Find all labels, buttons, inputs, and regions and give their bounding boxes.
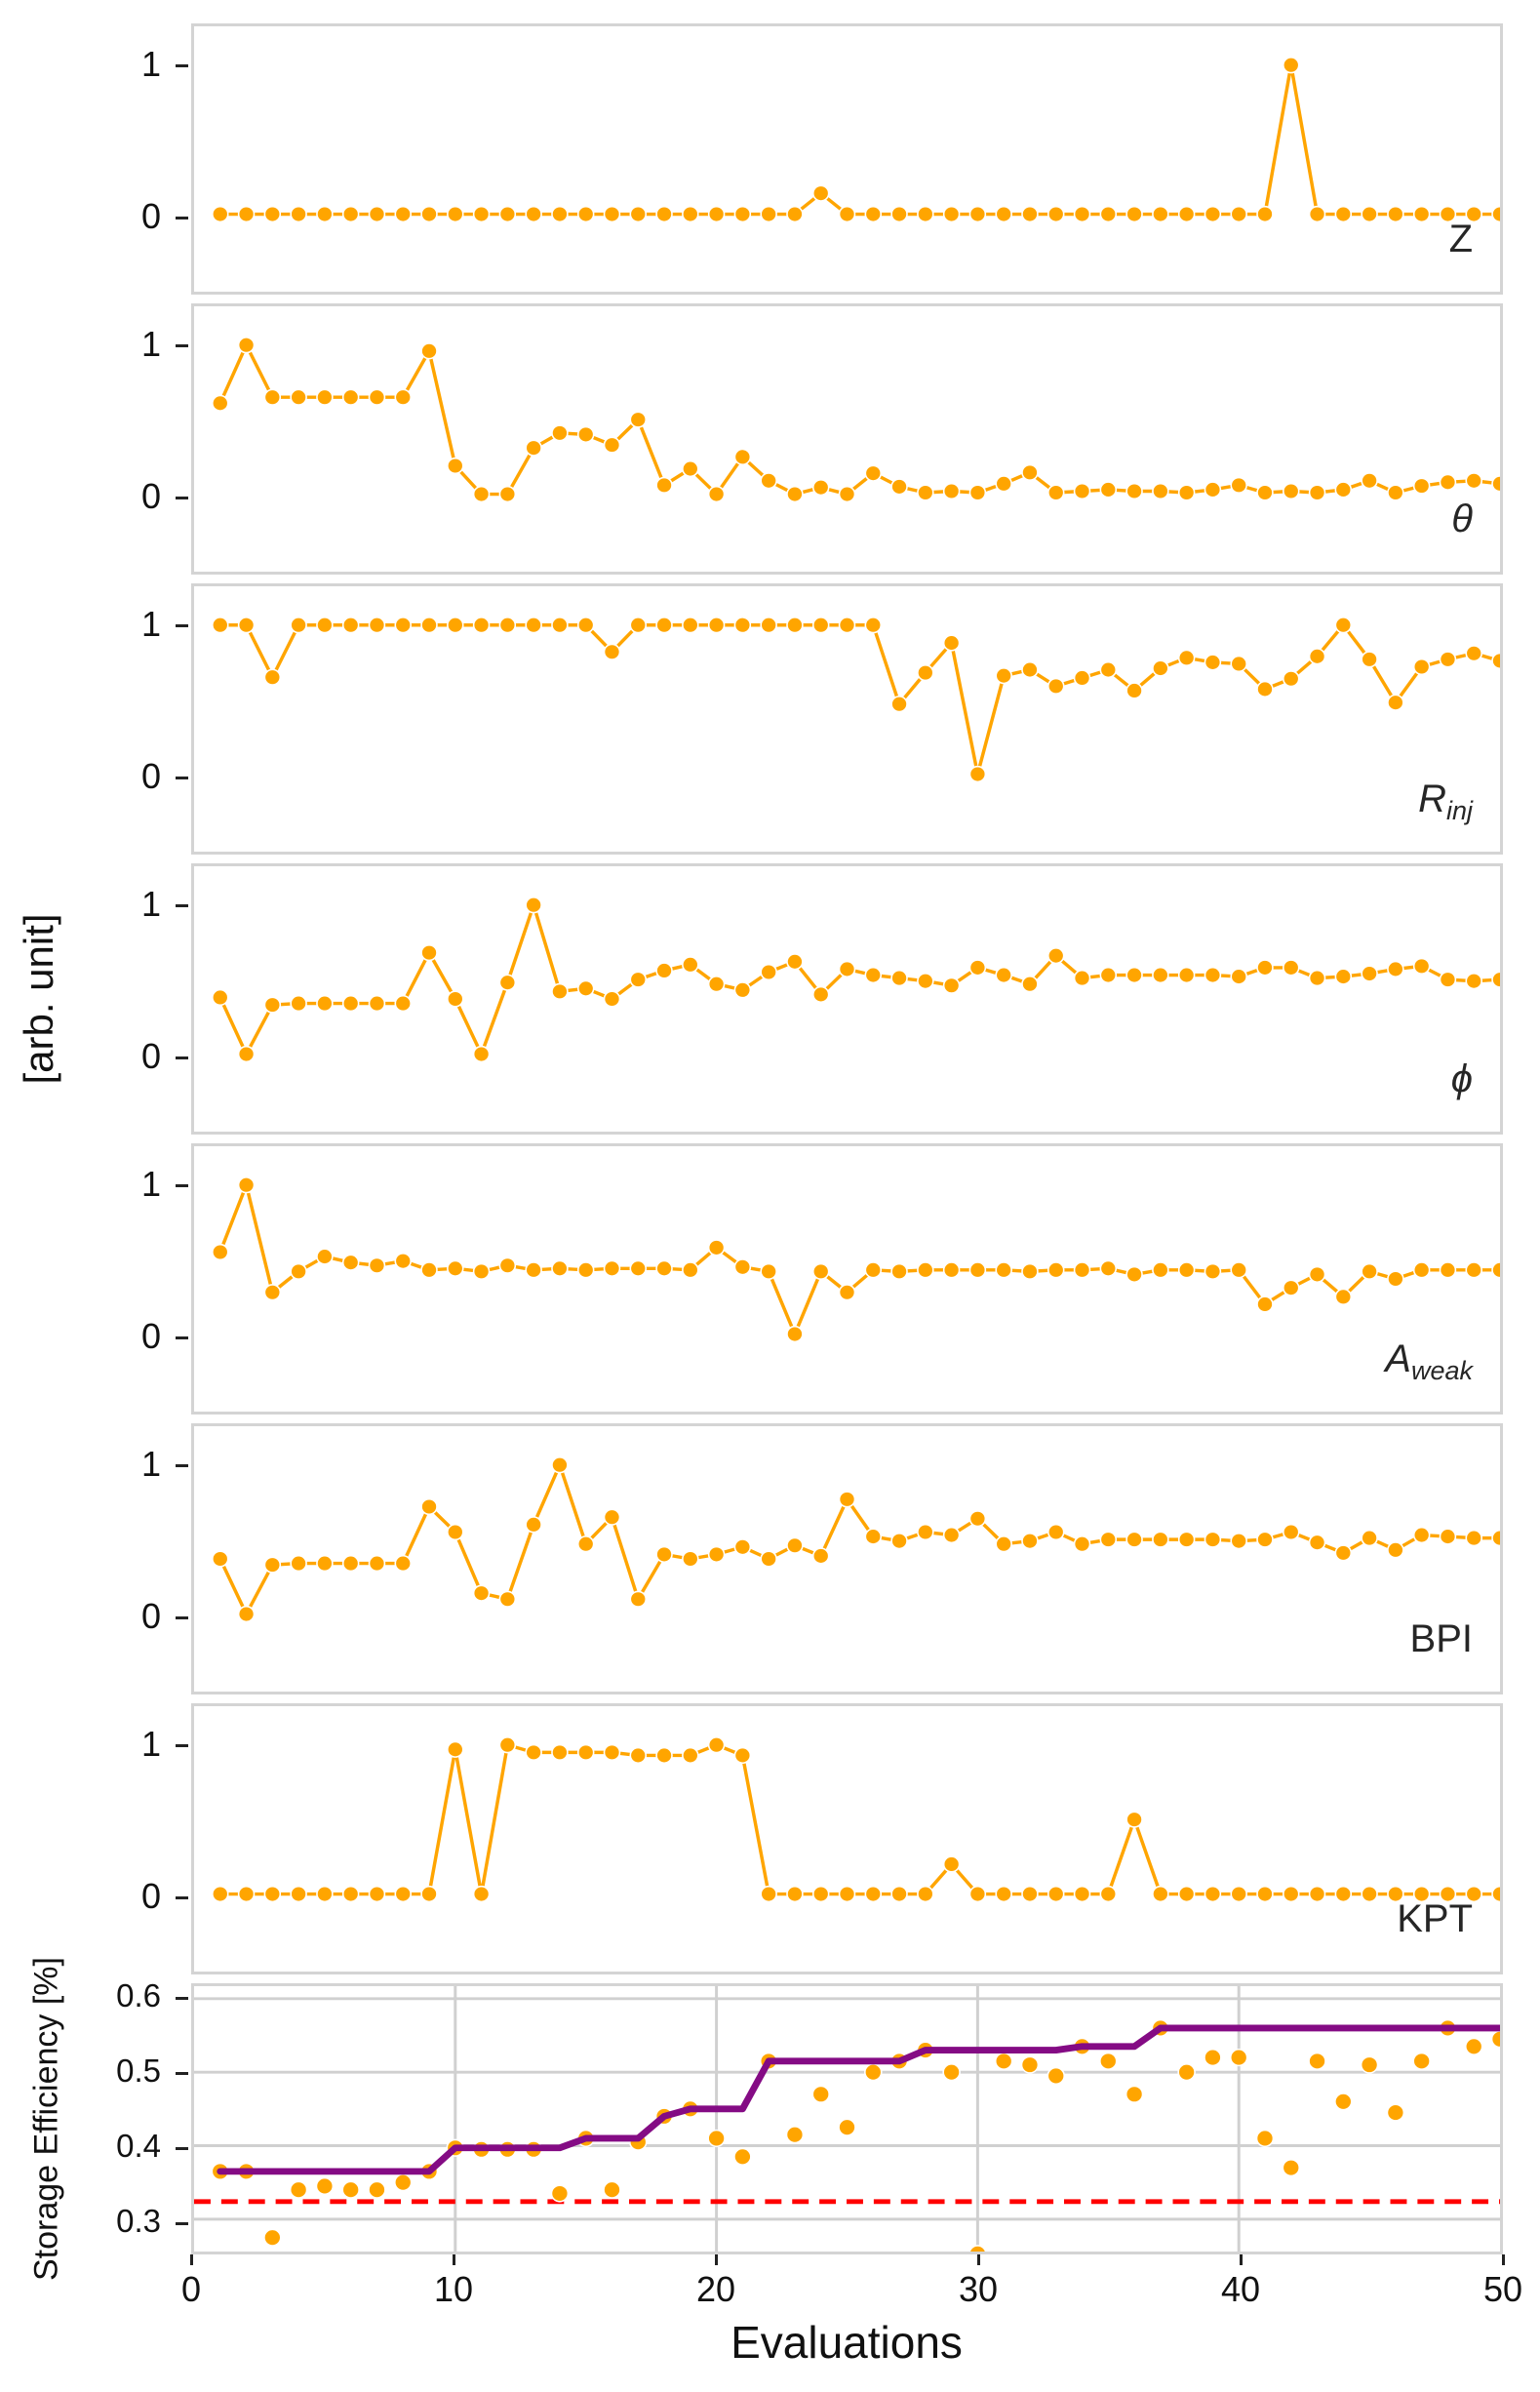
y-tick-label: 1	[140, 1443, 161, 1484]
y-tick-label: 0.4	[116, 2128, 161, 2165]
shared-y-axis-label: [arb. unit]	[16, 913, 61, 1085]
panel-phi: 1 0 ϕ	[141, 863, 1503, 1135]
y-tick-label: 1	[140, 603, 161, 644]
chart-Z	[212, 57, 1500, 223]
y-tick-mark	[176, 216, 188, 219]
panel-label-Aweak: Aweak	[1385, 1337, 1473, 1385]
x-tick-mark	[453, 2254, 455, 2265]
x-tick-label: 0	[180, 2269, 202, 2309]
y-tick-mark	[176, 776, 188, 779]
x-tick-label: 40	[1220, 2269, 1261, 2309]
panel-storage_efficiency: 0.6 0.5 0.4 0.3	[116, 1979, 1503, 2254]
y-tick-mark	[176, 1183, 188, 1187]
y-tick-label: 1	[140, 1723, 161, 1764]
x-tick-label: 50	[1482, 2269, 1523, 2309]
chart-Rinj	[212, 617, 1500, 783]
y-tick-label: 1	[140, 323, 161, 364]
panel-BPI: 1 0 BPI	[141, 1423, 1503, 1694]
chart-KPT	[212, 1736, 1500, 1903]
panel-label-phi: ϕ	[1450, 1057, 1473, 1100]
storage-y-axis-label: Storage Efficiency [%]	[27, 1957, 65, 2281]
x-tick-mark	[1240, 2254, 1243, 2265]
y-tick-label: 1	[140, 43, 161, 84]
x-axis-label: Evaluations	[731, 2317, 963, 2368]
y-tick-mark	[176, 1997, 188, 2001]
y-tick-label: 1	[140, 1163, 161, 1204]
y-tick-mark	[176, 1743, 188, 1747]
y-tick-label: 0.3	[116, 2203, 161, 2240]
panel-Z: 1 0 Z	[141, 23, 1503, 295]
x-tick-label: 20	[695, 2269, 736, 2309]
chart-storage_efficiency	[194, 1986, 1500, 2252]
y-tick-label: 0	[140, 1035, 161, 1076]
y-tick-label: 0	[140, 755, 161, 796]
chart-theta	[212, 337, 1500, 503]
panel-Aweak: 1 0 Aweak	[141, 1143, 1503, 1415]
chart-phi	[212, 897, 1500, 1063]
y-tick-mark	[176, 496, 188, 499]
y-tick-mark	[176, 343, 188, 347]
panel-theta: 1 0 θ	[141, 303, 1503, 575]
y-tick-mark	[176, 2147, 188, 2151]
x-tick-mark	[977, 2254, 980, 2265]
y-tick-label: 0	[140, 475, 161, 516]
x-tick-label: 10	[433, 2269, 474, 2309]
y-tick-label: 0.6	[116, 1977, 161, 2014]
y-tick-mark	[176, 1463, 188, 1467]
y-tick-label: 0	[140, 1595, 161, 1636]
y-tick-label: 0	[140, 1875, 161, 1916]
panel-label-BPI: BPI	[1409, 1617, 1473, 1660]
x-tick-mark	[190, 2254, 193, 2265]
y-tick-label: 0	[140, 1315, 161, 1356]
y-tick-mark	[176, 1895, 188, 1899]
y-tick-mark	[176, 1056, 188, 1059]
panel-label-Rinj: Rinj	[1418, 777, 1473, 825]
panel-KPT: 1 0 KPT	[141, 1703, 1503, 1974]
y-tick-mark	[176, 2072, 188, 2076]
y-tick-mark	[176, 63, 188, 67]
panel-Rinj: 1 0 Rinj	[141, 583, 1503, 855]
y-tick-mark	[176, 2222, 188, 2226]
x-tick-mark	[715, 2254, 718, 2265]
y-tick-mark	[176, 903, 188, 907]
y-tick-mark	[176, 1615, 188, 1619]
y-tick-mark	[176, 623, 188, 627]
panel-label-Z: Z	[1448, 218, 1473, 260]
panel-label-KPT: KPT	[1397, 1897, 1473, 1940]
chart-Aweak	[212, 1176, 1500, 1343]
panel-label-theta: θ	[1451, 498, 1473, 540]
chart-BPI	[212, 1456, 1500, 1623]
y-tick-label: 0.5	[116, 2053, 161, 2090]
y-tick-label: 1	[140, 883, 161, 924]
x-tick-mark	[1502, 2254, 1505, 2265]
x-tick-label: 30	[958, 2269, 999, 2309]
y-tick-mark	[176, 1336, 188, 1339]
y-tick-label: 0	[140, 195, 161, 236]
